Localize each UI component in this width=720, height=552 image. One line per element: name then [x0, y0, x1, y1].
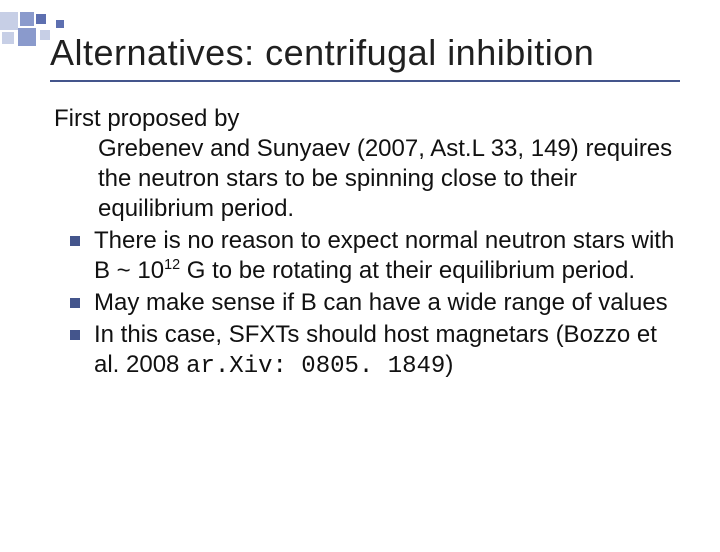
lead-citation: Grebenev and Sunyaev (2007, Ast.L 33, 14…	[98, 135, 579, 162]
bullet-text: In this case, SFXTs should host magnetar…	[94, 321, 556, 348]
var-B: B	[301, 289, 317, 316]
bullet-text: can have a wide range of values	[317, 289, 668, 316]
bullet-text: G to be rotating at their equilibrium pe…	[180, 257, 635, 284]
bullet-text: There is no reason to expect normal neut…	[94, 227, 674, 254]
lead-paragraph: First proposed by Grebenev and Sunyaev (…	[54, 104, 680, 224]
var-B: B	[94, 257, 110, 284]
corner-decoration	[0, 12, 140, 52]
exponent: 12	[164, 257, 180, 273]
slide-title: Alternatives: centrifugal inhibition	[50, 32, 680, 74]
list-item: There is no reason to expect normal neut…	[50, 226, 680, 286]
arxiv-ref: ar.Xiv: 0805. 1849	[186, 353, 445, 380]
slide-body: First proposed by Grebenev and Sunyaev (…	[50, 104, 680, 382]
title-container: Alternatives: centrifugal inhibition	[50, 12, 680, 82]
bullet-list: There is no reason to expect normal neut…	[50, 226, 680, 382]
lead-first: First proposed by	[54, 105, 239, 132]
bullet-text: May make sense if	[94, 289, 301, 316]
bullet-citation-close: )	[445, 351, 453, 378]
bullet-text: ~ 10	[110, 257, 164, 284]
list-item: In this case, SFXTs should host magnetar…	[50, 320, 680, 382]
list-item: May make sense if B can have a wide rang…	[50, 288, 680, 318]
